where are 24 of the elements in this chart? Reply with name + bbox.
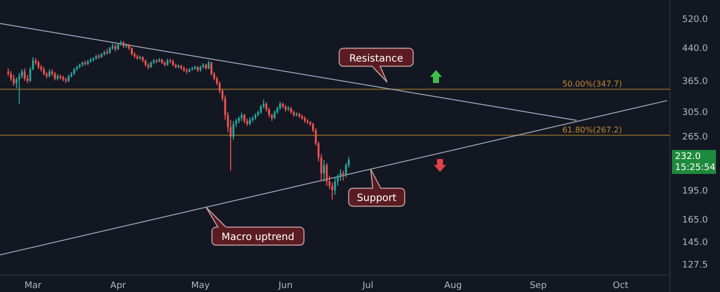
- text: 232.0: [675, 152, 702, 162]
- x-tick-label: May: [191, 281, 210, 291]
- x-tick-label: Jul: [362, 281, 374, 291]
- x-tick-label: Oct: [612, 281, 629, 291]
- annotation: Macro uptrend: [222, 232, 294, 244]
- ref-line-label: 61.80%(267.2): [562, 125, 622, 134]
- y-tick-label: 127.5: [682, 260, 708, 270]
- y-tick-label: 440.0: [682, 44, 708, 54]
- y-tick-label: 520.0: [682, 15, 708, 26]
- x-tick-label: Aug: [444, 281, 462, 291]
- y-tick-label: 305.0: [682, 108, 708, 118]
- text: 15:25:54: [675, 162, 716, 173]
- x-tick-label: Sep: [530, 281, 547, 291]
- ref-line-label: 50.00%(347.7): [562, 79, 622, 88]
- y-tick-label: 265.0: [682, 132, 708, 143]
- y-tick-label: 195.0: [682, 186, 708, 196]
- x-tick-label: Mar: [24, 281, 42, 291]
- annotation: Support: [356, 193, 397, 204]
- annotation: Resistance: [349, 53, 404, 64]
- y-tick-label: 145.0: [682, 238, 708, 248]
- y-tick-label: 365.0: [682, 76, 708, 87]
- x-tick-label: Apr: [110, 281, 126, 291]
- y-tick-label: 165.0: [682, 215, 708, 226]
- x-tick-label: Jun: [278, 281, 293, 291]
